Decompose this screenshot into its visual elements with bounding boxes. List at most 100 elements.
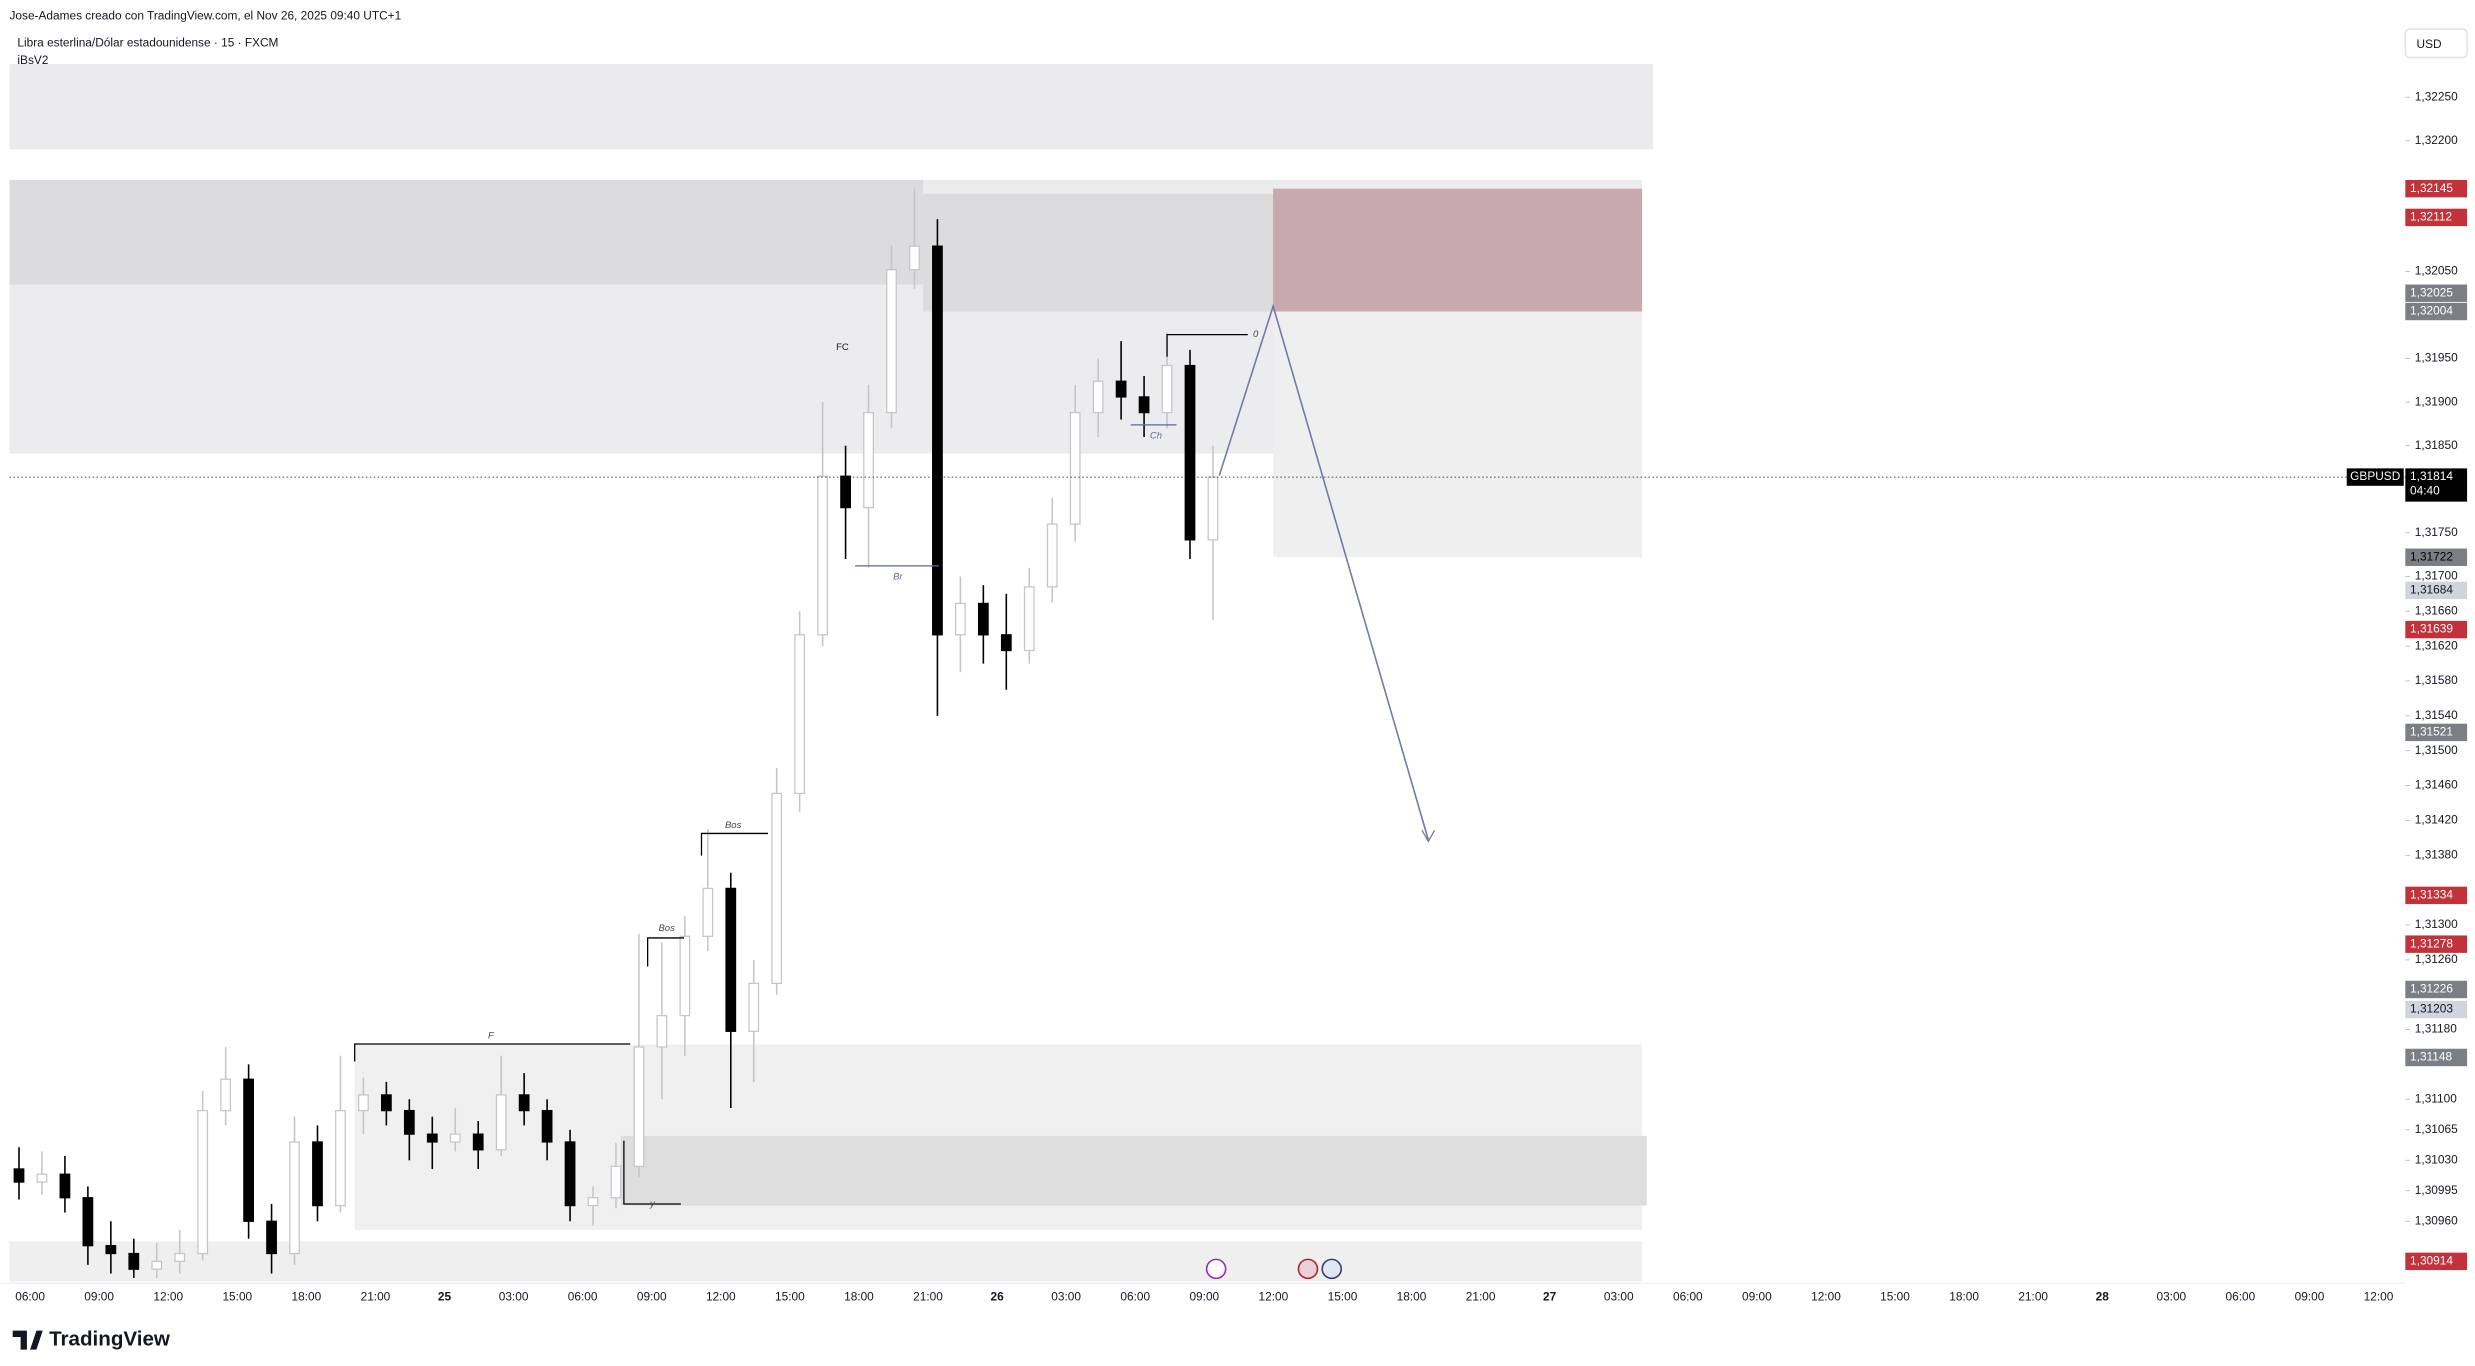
- y-tick-label: 1,32050: [2415, 264, 2458, 278]
- x-tick-label: 27: [1543, 1290, 1557, 1304]
- annotation: y: [649, 1198, 656, 1209]
- annotation: 0: [1253, 329, 1259, 340]
- price-badge: [2405, 723, 2468, 742]
- candle-body: [794, 634, 806, 795]
- x-tick-label: 18:00: [1949, 1290, 1979, 1304]
- x-tick-label: 03:00: [1604, 1290, 1634, 1304]
- candle-body: [702, 887, 714, 937]
- price-badge: [2405, 1252, 2468, 1271]
- x-tick-label: 06:00: [15, 1290, 45, 1304]
- zones: [9, 64, 1654, 1282]
- candle-body: [105, 1245, 117, 1255]
- price-badge: [2405, 620, 2468, 639]
- y-tick-label: 1,31420: [2415, 813, 2458, 827]
- x-tick-label: 15:00: [1328, 1290, 1358, 1304]
- x-tick-label: 12:00: [153, 1290, 183, 1304]
- annotation: Bos: [725, 820, 742, 831]
- price-badge: [2405, 980, 2468, 999]
- candle-body: [610, 1165, 622, 1199]
- y-tick-label: 1,31540: [2415, 708, 2458, 722]
- price-badge: [2405, 284, 2468, 302]
- time-axis: 06:00 09:00 12:00 15:00 18:00 21:00 25 03:00 06:…: [0, 1282, 2406, 1304]
- credit: Jose-Adames creado con TradingView.com, …: [10, 8, 402, 22]
- indicator-name: iBsV2: [17, 53, 48, 67]
- candle-body: [1115, 380, 1127, 398]
- candle-body: [289, 1141, 300, 1255]
- x-tick-label: 06:00: [568, 1290, 598, 1304]
- annotation: FC: [836, 342, 849, 353]
- logo[interactable]: TradingView: [12, 1328, 171, 1351]
- price-badge: [2405, 1000, 2468, 1019]
- symbol-title: Libra esterlina/Dólar estadounidense · 1…: [17, 35, 278, 49]
- f-line: [354, 1043, 631, 1062]
- y-tick-label: 1,31065: [2415, 1122, 2458, 1136]
- event-icons[interactable]: [1205, 1258, 1343, 1280]
- x-tick-label: 28: [2096, 1290, 2110, 1304]
- candle-body: [1023, 586, 1035, 652]
- y-tick-label: 1,31900: [2415, 394, 2458, 408]
- x-tick-label: 18:00: [1397, 1290, 1427, 1304]
- drawings: [354, 303, 1436, 1205]
- event-icon[interactable]: [1321, 1258, 1343, 1280]
- candle-body: [564, 1141, 576, 1207]
- candle-body: [840, 475, 851, 509]
- x-tick-label: 03:00: [1051, 1290, 1081, 1304]
- candle-body: [1161, 364, 1173, 414]
- y-tick-label: 1,31620: [2415, 638, 2458, 652]
- price-badge-label: 1,31226: [2410, 982, 2453, 996]
- currency[interactable]: USD: [2417, 37, 2442, 51]
- y-tick-label: 1,30995: [2415, 1183, 2458, 1197]
- event-icon[interactable]: [1205, 1258, 1227, 1280]
- zone: [620, 1135, 1647, 1206]
- symbol-badge-label: GBPUSD: [2350, 469, 2400, 483]
- candle-body: [886, 269, 897, 414]
- candle-body: [1046, 523, 1058, 588]
- forecast-path: [1218, 303, 1430, 840]
- candle-body: [817, 475, 829, 636]
- candle-body: [1138, 396, 1150, 414]
- bos-line: [700, 832, 768, 856]
- x-tick-label: 09:00: [1189, 1290, 1219, 1304]
- x-tick-label: 09:00: [84, 1290, 114, 1304]
- price-badge-label: 1,32025: [2410, 285, 2453, 299]
- event-icon[interactable]: [1297, 1258, 1319, 1280]
- zone: [9, 1241, 1643, 1282]
- zone: [1273, 311, 1643, 558]
- candle-body: [1092, 380, 1104, 414]
- candle-body: [128, 1252, 140, 1270]
- annotation: Ch: [1150, 430, 1162, 441]
- price-axis: 1,32250 1,32200 1,32050 1,31950 1,31900 1,318…: [2346, 89, 2468, 1271]
- candle-body: [1000, 634, 1012, 652]
- y-tick-label: 1,31750: [2415, 525, 2458, 539]
- candle-body: [587, 1197, 599, 1207]
- price-badge-label: 1,30914: [2410, 1253, 2453, 1267]
- candle-body: [358, 1094, 369, 1112]
- currency-button[interactable]: [2404, 28, 2468, 59]
- y-tick-label: 1,31460: [2415, 778, 2458, 792]
- logo-icon[interactable]: [12, 1330, 43, 1350]
- x-tick-label: 06:00: [1673, 1290, 1703, 1304]
- y-tick-label: 1,30960: [2415, 1213, 2458, 1227]
- x-tick-label: 21:00: [1466, 1290, 1496, 1304]
- x-tick-label: 03:00: [2156, 1290, 2186, 1304]
- y-tick-label: 1,31100: [2415, 1091, 2457, 1105]
- x-tick-label: 06:00: [1120, 1290, 1150, 1304]
- candle-body: [495, 1094, 507, 1151]
- x-tick-label: 15:00: [1880, 1290, 1910, 1304]
- price-badge-label: 1,31639: [2410, 622, 2453, 636]
- x-tick-label: 18:00: [844, 1290, 874, 1304]
- zero-line: [1166, 333, 1248, 357]
- x-tick-label: 15:00: [775, 1290, 805, 1304]
- candle-body: [977, 602, 989, 636]
- bos-line: [647, 937, 685, 967]
- candle-body: [518, 1094, 530, 1112]
- x-tick-label: 09:00: [637, 1290, 667, 1304]
- x-tick-label: 21:00: [913, 1290, 943, 1304]
- x-tick-label: 03:00: [499, 1290, 529, 1304]
- logo-text[interactable]: TradingView: [49, 1328, 171, 1351]
- x-tick-label: 09:00: [2295, 1290, 2325, 1304]
- price-badge: [2405, 1048, 2468, 1067]
- price-badge-label: 1,31278: [2410, 936, 2453, 950]
- y-tick-label: 1,31850: [2415, 438, 2458, 452]
